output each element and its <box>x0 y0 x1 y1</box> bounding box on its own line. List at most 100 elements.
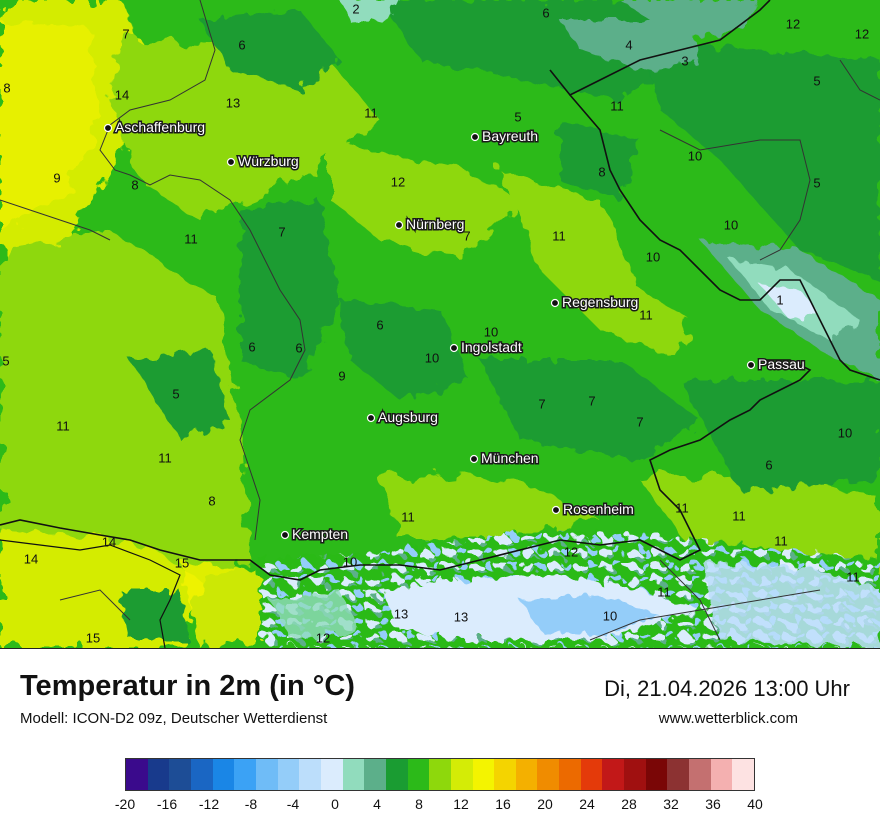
isoline-label: 10 <box>724 217 738 232</box>
isoline-label: 10 <box>688 148 702 163</box>
legend-swatch <box>494 759 516 790</box>
isoline-label: 10 <box>646 249 660 264</box>
legend-swatch <box>429 759 451 790</box>
isoline-label: 11 <box>610 98 624 113</box>
city-label: Regensburg <box>562 294 638 310</box>
isoline-label: 13 <box>394 606 408 621</box>
legend-tick: 28 <box>621 796 637 812</box>
city-dot <box>226 157 236 167</box>
city-label: Nürnberg <box>406 216 464 232</box>
isoline-label: 5 <box>813 73 820 88</box>
isoline-label: 7 <box>538 396 545 411</box>
legend-tick: 36 <box>705 796 721 812</box>
isoline-label: 5 <box>813 175 820 190</box>
legend-swatch <box>234 759 256 790</box>
isoline-label: 6 <box>542 5 549 20</box>
city-dot <box>280 530 290 540</box>
legend-swatch <box>602 759 625 790</box>
isoline-label: 6 <box>376 317 383 332</box>
isoline-label: 10 <box>425 350 439 365</box>
city-dot <box>103 123 113 133</box>
isoline-label: 1 <box>776 292 783 307</box>
isoline-label: 8 <box>3 80 10 95</box>
legend-swatch <box>212 759 235 790</box>
legend-tick: 0 <box>331 796 339 812</box>
city-marker[interactable]: Würzburg <box>226 152 300 171</box>
website-link[interactable]: www.wetterblick.com <box>658 710 798 727</box>
isoline-label: 12 <box>786 16 800 31</box>
city-marker[interactable]: Kempten <box>280 525 350 544</box>
city-dot <box>470 132 480 142</box>
isoline-label: 3 <box>681 53 688 68</box>
city-marker[interactable]: Ingolstadt <box>449 338 523 357</box>
isoline-label: 6 <box>765 457 772 472</box>
isoline-label: 2 <box>352 1 359 16</box>
legend-swatch <box>407 759 430 790</box>
city-marker[interactable]: Aschaffenburg <box>103 118 207 137</box>
isoline-label: 14 <box>115 87 129 102</box>
legend-swatch <box>645 759 668 790</box>
legend-swatch <box>689 759 711 790</box>
legend-swatch <box>255 759 278 790</box>
legend-tick: -20 <box>114 796 136 812</box>
legend-tick: 8 <box>415 796 423 812</box>
legend-swatch <box>126 759 148 790</box>
city-marker[interactable]: Rosenheim <box>551 500 635 519</box>
city-dot <box>469 454 479 464</box>
cool-areas <box>130 0 880 490</box>
isoline-label: 12 <box>855 26 869 41</box>
isoline-label: 11 <box>56 418 70 433</box>
isoline-label: 12 <box>316 630 330 645</box>
cold-northeast <box>340 0 880 380</box>
isoline-label: 6 <box>248 339 255 354</box>
isoline-label: 11 <box>552 228 566 243</box>
legend-tick: -12 <box>198 796 220 812</box>
isoline-label: 11 <box>184 231 198 246</box>
isoline-label: 7 <box>122 26 129 41</box>
city-marker[interactable]: München <box>469 449 540 468</box>
legend-swatch <box>580 759 603 790</box>
city-marker[interactable]: Nürnberg <box>394 215 466 234</box>
legend-swatch <box>169 759 191 790</box>
city-label: Ingolstadt <box>461 339 522 355</box>
legend-tick: 24 <box>579 796 595 812</box>
city-label: Würzburg <box>238 153 299 169</box>
legend-tick: 20 <box>537 796 553 812</box>
city-dot <box>394 220 404 230</box>
temperature-map[interactable]: 2 6 12 12 7 6 4 3 5 8 14 13 11 5 11 10 8 5 9 8 12 11 7 7 11 10 10 1… <box>0 0 880 649</box>
legend-swatch <box>710 759 733 790</box>
city-dot <box>551 505 561 515</box>
legend-swatch <box>559 759 581 790</box>
legend-swatch <box>299 759 321 790</box>
isoline-label: 11 <box>639 307 653 322</box>
legend-tick: -4 <box>286 796 300 812</box>
isoline-label: 7 <box>278 224 285 239</box>
isoline-label: 8 <box>208 493 215 508</box>
isoline-label: 5 <box>2 353 9 368</box>
city-dot <box>746 360 756 370</box>
legend-tick: 16 <box>495 796 511 812</box>
isoline-label: 11 <box>401 509 415 524</box>
city-label: Aschaffenburg <box>115 119 205 135</box>
city-marker[interactable]: Augsburg <box>366 408 439 427</box>
city-label: Bayreuth <box>482 128 538 144</box>
map-title: Temperatur in 2m (in °C) <box>20 670 355 702</box>
isoline-label: 11 <box>657 584 671 599</box>
isoline-label: 11 <box>158 450 172 465</box>
city-marker[interactable]: Bayreuth <box>470 127 540 146</box>
color-legend <box>125 758 755 791</box>
city-marker[interactable]: Regensburg <box>550 293 640 312</box>
city-label: Augsburg <box>378 409 438 425</box>
legend-swatch <box>472 759 495 790</box>
isoline-label: 11 <box>732 508 746 523</box>
isoline-label: 10 <box>838 425 852 440</box>
city-dot <box>550 298 560 308</box>
legend-tick: -16 <box>156 796 178 812</box>
isoline-label: 15 <box>175 555 189 570</box>
city-label: Rosenheim <box>563 501 634 517</box>
borders <box>0 0 880 648</box>
isoline-label: 15 <box>86 630 100 645</box>
city-marker[interactable]: Passau <box>746 355 806 374</box>
legend-swatch <box>450 759 473 790</box>
